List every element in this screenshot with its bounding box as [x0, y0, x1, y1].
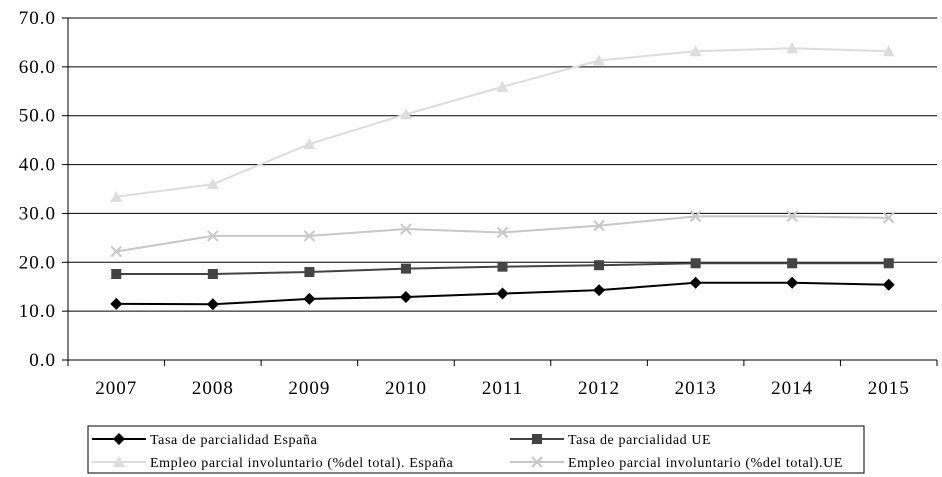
data-point — [206, 178, 219, 190]
axes — [62, 17, 938, 366]
data-point — [689, 210, 702, 223]
series-2 — [111, 258, 894, 280]
x-tick-label: 2015 — [868, 378, 910, 399]
data-point — [689, 45, 702, 57]
legend: Tasa de parcialidad España Tasa de parcia… — [87, 425, 865, 474]
series-line — [116, 215, 889, 253]
y-tick-label: 30.0 — [19, 203, 56, 224]
legend-entry: Tasa de parcialidad UE — [510, 433, 711, 448]
series-line — [116, 47, 889, 198]
data-point — [303, 292, 316, 305]
x-tick-label: 2010 — [385, 378, 427, 399]
legend-marker — [532, 434, 542, 444]
legend-label: Tasa de parcialidad UE — [568, 433, 711, 448]
x-tick-label: 2014 — [771, 378, 813, 399]
data-point — [304, 267, 315, 278]
y-tick-label: 0.0 — [29, 350, 56, 371]
data-point — [593, 54, 606, 66]
data-point — [303, 230, 316, 242]
data-point — [593, 284, 606, 297]
data-point — [303, 138, 316, 150]
data-point — [689, 276, 702, 289]
legend-label: Tasa de parcialidad España — [150, 433, 318, 448]
data-point — [883, 258, 894, 269]
data-point — [787, 258, 798, 269]
series-1 — [110, 276, 895, 311]
data-point — [207, 269, 218, 280]
y-tick-label: 10.0 — [19, 301, 56, 322]
x-tick-label: 2013 — [675, 378, 717, 399]
legend-box — [87, 425, 865, 474]
x-tick-label: 2009 — [288, 378, 330, 399]
data-point — [111, 269, 122, 280]
y-tick-label: 50.0 — [19, 106, 56, 127]
x-tick-labels: 2007 2008 2009 2010 2011 2012 2013 2014 2015 — [95, 378, 910, 399]
data-point — [399, 290, 412, 303]
legend-label: Empleo parcial involuntario (%del total)… — [150, 456, 453, 471]
data-point — [882, 45, 895, 57]
data-point — [496, 226, 509, 239]
data-point — [207, 230, 219, 242]
y-tick-label: 20.0 — [19, 252, 56, 273]
data-point — [786, 42, 799, 54]
data-point — [594, 260, 605, 271]
x-tick-label: 2011 — [482, 378, 523, 399]
data-point — [110, 245, 122, 258]
legend-marker — [531, 456, 543, 468]
data-point — [496, 287, 509, 300]
legend-label: Empleo parcial involuntario (%del total)… — [568, 456, 843, 471]
legend-entry: Empleo parcial involuntario (%del total)… — [510, 456, 843, 471]
data-point — [882, 278, 895, 291]
series-4 — [110, 210, 895, 258]
y-tick-label: 70.0 — [19, 8, 56, 29]
data-point — [399, 108, 412, 120]
legend-marker — [113, 433, 125, 445]
series-3 — [110, 42, 895, 202]
data-point — [593, 219, 605, 232]
y-tick-label: 40.0 — [19, 155, 56, 176]
data-point — [400, 263, 411, 274]
data-point — [400, 223, 412, 235]
legend-marker — [113, 456, 125, 467]
data-point — [206, 298, 219, 311]
data-point — [110, 297, 123, 310]
y-tick-labels: 0.0 10.0 20.0 30.0 40.0 50.0 60.0 70.0 — [19, 8, 56, 371]
y-tick-label: 60.0 — [19, 57, 56, 78]
data-point — [786, 276, 799, 289]
x-tick-label: 2007 — [95, 378, 137, 399]
data-point — [497, 261, 508, 272]
data-point — [786, 210, 798, 223]
data-point — [496, 80, 509, 92]
x-tick-label: 2012 — [578, 378, 620, 399]
series-group — [110, 42, 895, 311]
legend-entry: Empleo parcial involuntario (%del total)… — [92, 456, 453, 471]
data-point — [690, 258, 701, 269]
legend-entry: Tasa de parcialidad España — [92, 433, 318, 448]
x-tick-label: 2008 — [192, 378, 234, 399]
data-point — [110, 190, 123, 202]
data-point — [883, 212, 895, 224]
grid-lines — [68, 17, 937, 312]
